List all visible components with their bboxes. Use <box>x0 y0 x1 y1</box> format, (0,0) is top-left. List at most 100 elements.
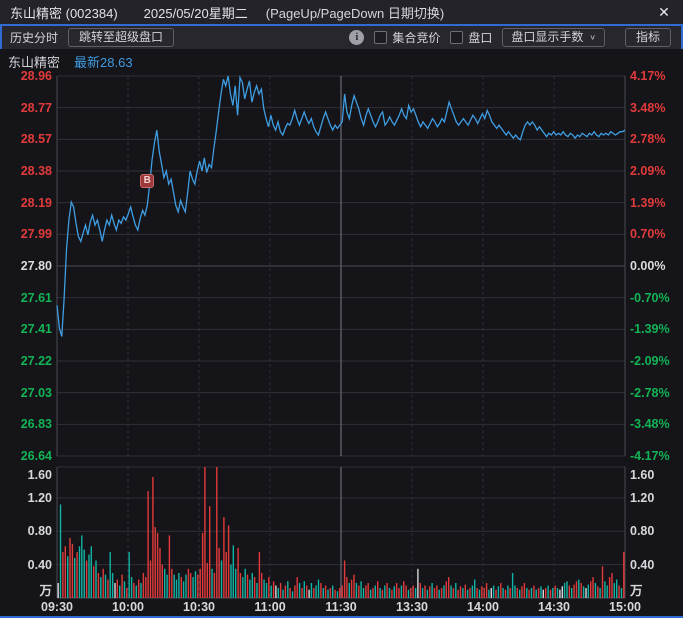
volume-bar <box>109 552 111 598</box>
volume-bar <box>379 588 381 598</box>
volume-bar <box>528 589 530 598</box>
volume-bar <box>511 573 514 598</box>
volume-bar <box>67 556 69 598</box>
window-title-stock: 东山精密 (002384) <box>10 5 118 21</box>
volume-bar <box>587 584 589 598</box>
volume-bar <box>287 581 289 598</box>
quote-checkbox[interactable] <box>450 31 464 44</box>
volume-bar <box>140 583 142 598</box>
volume-bar <box>339 588 341 598</box>
percent-axis-label-right: -0.70% <box>630 290 670 305</box>
volume-bar <box>384 585 386 598</box>
volume-bar <box>324 585 327 598</box>
quote-checkbox-group[interactable]: 盘口 <box>450 29 492 46</box>
price-axis-label-left: 28.38 <box>20 164 52 178</box>
volume-bar <box>523 583 526 598</box>
volume-bar <box>69 537 71 598</box>
volume-bar <box>391 589 393 598</box>
volume-bar <box>552 588 554 598</box>
volume-bar <box>57 583 59 598</box>
toolbar-right-group: i 集合竞价 盘口 盘口显示手数 ∨ 指标 <box>349 28 671 47</box>
volume-bar <box>164 568 166 598</box>
volume-bar <box>350 579 353 598</box>
lots-display-dropdown[interactable]: 盘口显示手数 ∨ <box>502 28 605 47</box>
time-axis-label: 13:30 <box>396 600 428 614</box>
volume-bar <box>568 585 571 598</box>
volume-bar <box>455 583 457 598</box>
volume-bar <box>448 577 450 598</box>
volume-bar <box>346 577 348 598</box>
auction-checkbox-group[interactable]: 集合竞价 <box>374 29 440 46</box>
volume-bar <box>436 585 438 598</box>
jump-super-quote-button[interactable]: 跳转至超级盘口 <box>68 28 175 47</box>
volume-bar <box>547 585 549 598</box>
volume-bar <box>268 577 270 598</box>
volume-bar <box>464 584 466 598</box>
volume-bar <box>279 583 282 598</box>
volume-bar <box>554 585 556 598</box>
price-axis-label-left: 28.57 <box>20 132 52 147</box>
volume-bar <box>398 588 400 598</box>
volume-bar <box>476 588 478 598</box>
volume-bar <box>199 568 201 598</box>
volume-bar <box>407 589 410 598</box>
info-icon[interactable]: i <box>349 30 365 45</box>
volume-bar <box>133 583 135 598</box>
time-axis-label: 10:30 <box>183 600 215 614</box>
volume-bar <box>599 588 601 598</box>
volume-bar <box>306 585 308 598</box>
volume-bar <box>367 583 369 598</box>
volume-bar <box>571 588 573 598</box>
price-axis-label-left: 27.22 <box>20 354 52 368</box>
volume-bar <box>232 545 234 598</box>
volume-bar <box>130 577 133 598</box>
volume-bar <box>223 517 225 598</box>
volume-bar <box>308 589 310 598</box>
volume-bar <box>469 588 471 598</box>
volume-bar <box>294 585 296 598</box>
close-icon[interactable]: ✕ <box>658 3 670 20</box>
volume-bar <box>209 506 211 598</box>
price-axis-label-left: 28.96 <box>20 69 52 83</box>
volume-bar <box>365 585 367 598</box>
volume-bar <box>563 583 566 598</box>
volume-bar <box>466 589 469 598</box>
volume-bar <box>556 588 559 598</box>
volume-bar <box>566 581 568 598</box>
volume-bar <box>272 581 275 598</box>
buy-marker: B <box>140 173 155 188</box>
time-axis-label: 11:30 <box>325 600 357 614</box>
volume-axis-label-left: 1.60 <box>27 468 52 482</box>
time-axis-label: 09:30 <box>41 600 73 614</box>
volume-bar <box>284 585 287 598</box>
volume-bar <box>135 585 137 598</box>
window-title-date: 2025/05/20星期二 <box>143 5 248 21</box>
time-axis-label: 15:00 <box>609 600 641 614</box>
volume-bar <box>426 589 429 598</box>
volume-bar <box>507 585 509 598</box>
time-axis-label: 14:00 <box>467 600 499 614</box>
volume-bar <box>201 532 204 598</box>
volume-bar <box>251 573 253 598</box>
volume-bar <box>227 525 230 598</box>
auction-checkbox[interactable] <box>374 31 388 44</box>
volume-bar <box>329 588 332 598</box>
volume-bar <box>111 573 114 598</box>
volume-bar <box>457 589 459 598</box>
price-axis-label-left: 26.83 <box>20 417 52 432</box>
volume-bar <box>580 583 582 598</box>
time-axis-label: 11:00 <box>254 600 286 614</box>
volume-bar <box>296 577 298 598</box>
title-bar: 东山精密 (002384) 2025/05/20星期二 (PageUp/Page… <box>0 0 683 24</box>
volume-axis-label-left: 0.80 <box>27 524 52 539</box>
volume-bar <box>185 574 187 598</box>
volume-bar <box>537 588 540 598</box>
volume-bar <box>95 560 97 598</box>
volume-bar <box>230 564 232 598</box>
volume-bar <box>156 532 159 598</box>
chart-header: 东山精密 最新28.63 <box>8 52 133 71</box>
toolbar: 历史分时 跳转至超级盘口 i 集合竞价 盘口 盘口显示手数 ∨ 指标 <box>2 26 681 49</box>
volume-bar <box>616 579 618 598</box>
indicator-button[interactable]: 指标 <box>624 28 671 47</box>
